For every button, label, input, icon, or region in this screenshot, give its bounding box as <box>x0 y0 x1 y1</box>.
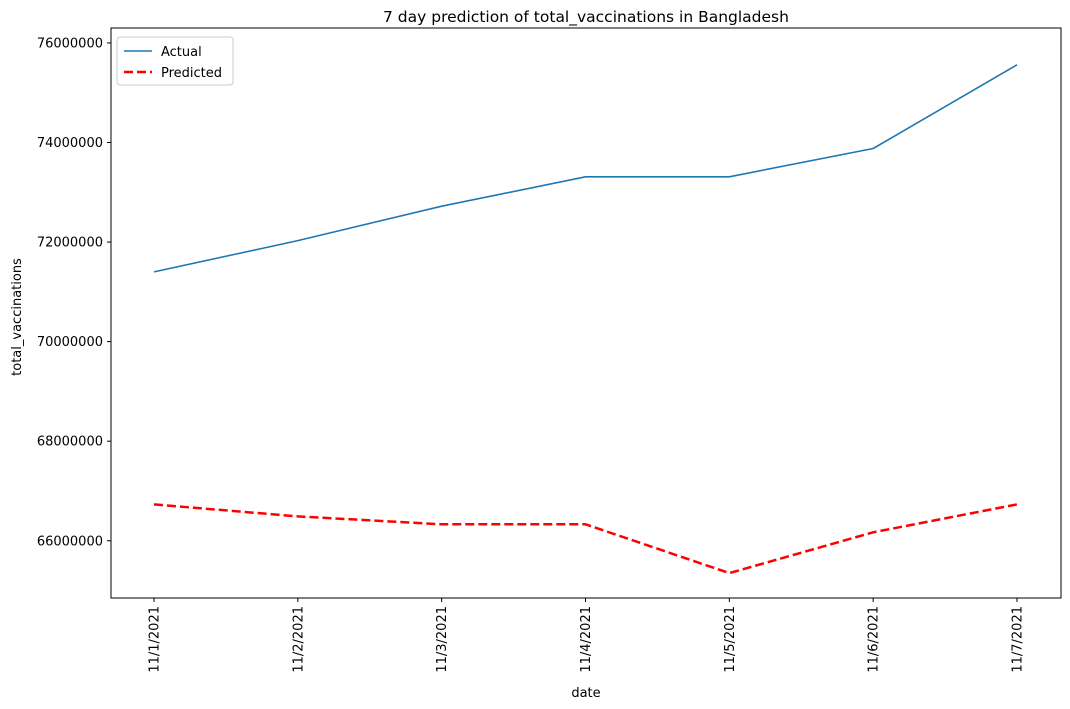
legend-label-actual: Actual <box>161 45 202 60</box>
chart-title: 7 day prediction of total_vaccinations i… <box>383 8 789 27</box>
x-tick-label: 11/5/2021 <box>723 606 738 673</box>
y-tick-label: 72000000 <box>37 236 103 251</box>
y-tick-label: 70000000 <box>37 335 103 350</box>
x-axis-label: date <box>571 686 600 701</box>
y-tick-label: 68000000 <box>37 435 103 450</box>
x-tick-label: 11/4/2021 <box>579 606 594 673</box>
y-tick-label: 74000000 <box>37 136 103 151</box>
series-layer <box>153 64 1018 575</box>
series-line-actual <box>153 64 1018 273</box>
series-line-predicted <box>153 503 1018 575</box>
y-tick-label: 76000000 <box>37 36 103 51</box>
y-axis-label: total_vaccinations <box>10 258 25 376</box>
y-tick-label: 66000000 <box>37 534 103 549</box>
y-axis-ticks: 66000000 68000000 70000000 72000000 74000000… <box>37 36 111 549</box>
x-tick-label: 11/7/2021 <box>1011 606 1026 673</box>
x-tick-label: 11/3/2021 <box>435 606 450 673</box>
x-axis-ticks: 11/1/2021 11/2/2021 11/3/2021 11/4/2021 11/5… <box>148 598 1026 673</box>
x-tick-label: 11/1/2021 <box>148 606 163 673</box>
legend-label-predicted: Predicted <box>161 66 222 81</box>
x-tick-label: 11/6/2021 <box>867 606 882 673</box>
x-tick-label: 11/2/2021 <box>291 606 306 673</box>
legend: Actual Predicted <box>116 36 234 86</box>
plot-frame <box>110 27 1062 599</box>
